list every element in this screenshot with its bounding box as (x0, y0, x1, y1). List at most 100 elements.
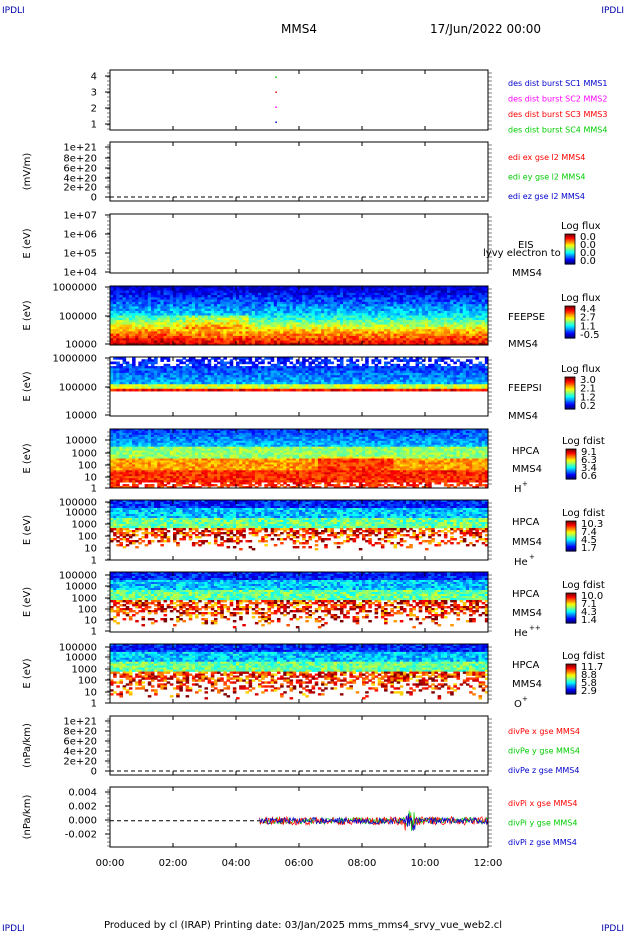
spectrogram-cell (443, 299, 448, 303)
spectrogram-cell (195, 366, 199, 369)
spectrogram-cell (333, 315, 338, 319)
spectrogram-cell (232, 320, 237, 323)
spectrogram-cell (248, 288, 253, 291)
spectrogram-cell (226, 381, 231, 385)
spectrogram-cell (421, 310, 426, 314)
spectrogram-cell (358, 386, 363, 390)
spectrogram-cell (122, 366, 127, 369)
spectrogram-cell (317, 329, 322, 332)
spectrogram-cell (478, 366, 483, 369)
spectrogram-cell (198, 310, 202, 314)
spectrogram-cell (232, 368, 237, 372)
spectrogram-cell (374, 375, 379, 378)
spectrogram-cell (220, 372, 224, 376)
spectrogram-cell (195, 370, 199, 374)
spectrogram-cell (223, 288, 227, 291)
spectrogram-cell (478, 342, 483, 346)
spectrogram-cell (283, 288, 287, 291)
spectrogram-cell (292, 386, 297, 390)
spectrogram-cell (349, 386, 353, 390)
spectrogram-cell (254, 308, 259, 312)
spectrogram-cell (213, 342, 218, 346)
spectrogram-cell (176, 322, 180, 325)
spectrogram-cell (254, 306, 259, 310)
spectrogram-cell (469, 331, 473, 335)
spectrogram-cell (456, 340, 461, 344)
spectrogram-cell (213, 386, 218, 390)
spectrogram-cell (264, 292, 268, 296)
spectrogram-cell (409, 381, 413, 385)
spectrogram-cell (358, 331, 363, 335)
spectrogram-cell (481, 370, 486, 374)
spectrogram-cell (223, 366, 227, 369)
spectrogram-cell (154, 384, 158, 387)
spectrogram-cell (321, 286, 325, 289)
spectrogram-cell (188, 381, 193, 385)
spectrogram-cell (179, 324, 183, 328)
spectrogram-cell (201, 317, 205, 321)
spectrogram-cell (242, 381, 246, 385)
spectrogram-cell (276, 333, 281, 337)
spectrogram-cell (289, 375, 294, 378)
spectrogram-cell (346, 377, 350, 381)
spectrogram-cell (484, 310, 489, 314)
spectrogram-cell (365, 384, 369, 387)
spectrogram-cell (251, 366, 256, 369)
spectrogram-cell (207, 286, 212, 289)
spectrogram-cell (339, 338, 344, 341)
spectrogram-cell (412, 322, 416, 325)
spectrogram-cell (406, 388, 410, 392)
spectrogram-cell (302, 320, 306, 323)
spectrogram-cell (465, 310, 470, 314)
spectrogram-cell (213, 320, 218, 323)
spectrogram-cell (204, 338, 209, 341)
spectrogram-cell (324, 329, 328, 332)
spectrogram-cell (144, 295, 149, 298)
spectrogram-cell (232, 342, 237, 346)
spectrogram-cell (406, 299, 410, 303)
spectrogram-cell (229, 320, 234, 323)
spectrogram-cell (292, 338, 297, 341)
spectrogram-cell (475, 315, 479, 319)
spectrogram-cell (305, 313, 309, 316)
spectrogram-cell (157, 375, 161, 378)
spectrogram-cell (330, 290, 335, 294)
spectrogram-cell (217, 357, 221, 360)
spectrogram-cell (166, 320, 171, 323)
spectrogram-cell (264, 379, 268, 383)
spectrogram-cell (478, 310, 483, 314)
spectrogram-cell (280, 297, 284, 301)
spectrogram-cell (469, 310, 473, 314)
spectrogram-cell (434, 288, 438, 291)
spectrogram-cell (276, 326, 281, 330)
spectrogram-cell (368, 301, 372, 305)
spectrogram-cell (406, 375, 410, 378)
spectrogram-cell (150, 301, 155, 305)
spectrogram-cell (210, 381, 215, 385)
spectrogram-cell (333, 322, 338, 325)
spectrogram-cell (377, 317, 382, 321)
spectrogram-cell (431, 320, 435, 323)
instrument-label: EIS (518, 240, 534, 251)
spectrogram-cell (425, 308, 429, 312)
spectrogram-cell (236, 366, 240, 369)
spectrogram-cell (415, 292, 420, 296)
spectrogram-cell (254, 288, 259, 291)
spectrogram-cell (157, 308, 161, 312)
spectrogram-cell (144, 388, 149, 392)
spectrogram-cell (270, 338, 275, 341)
spectrogram-cell (119, 315, 123, 319)
spectrogram-cell (472, 288, 476, 291)
spectrogram-cell (201, 363, 205, 367)
spectrogram-cell (173, 295, 177, 298)
spectrogram-cell (336, 363, 341, 367)
spectrogram-cell (305, 338, 309, 341)
spectrogram-cell (166, 331, 171, 335)
spectrogram-cell (254, 331, 259, 335)
spectrogram-cell (239, 292, 243, 296)
spectrogram-cell (456, 299, 461, 303)
spectrogram-cell (465, 372, 470, 376)
spectrogram-cell (339, 357, 344, 360)
spectrogram-cell (179, 320, 183, 323)
spectrogram-cell (280, 317, 284, 321)
